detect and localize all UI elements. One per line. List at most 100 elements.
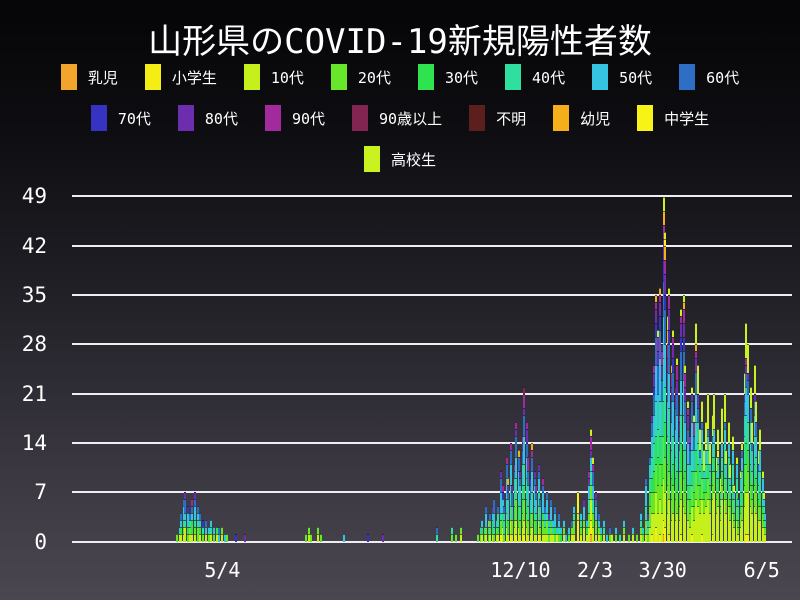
bar-segment [661, 464, 664, 486]
bar-segment [592, 485, 595, 500]
bar-segment [703, 478, 706, 493]
bar-segment [650, 414, 653, 422]
bar-segment [646, 527, 649, 535]
bar-segment [683, 323, 686, 338]
stacked-bar [226, 534, 229, 542]
bar-segment [592, 527, 595, 542]
bar-segment [513, 471, 516, 479]
bar-segment [600, 527, 603, 535]
bar-segment [525, 428, 528, 443]
bar-segment [753, 365, 756, 394]
bar-segment [688, 449, 691, 465]
bar-segment [711, 457, 714, 472]
bar-segment [735, 506, 738, 521]
bar-segment [723, 428, 726, 443]
bar-segment [688, 499, 691, 514]
bar-segment [489, 527, 492, 535]
bar-segment [670, 365, 673, 373]
bar-segment [746, 421, 749, 450]
bar-segment [684, 365, 687, 373]
bar-segment [582, 506, 585, 521]
bar-segment [761, 513, 764, 528]
bar-segment [188, 534, 191, 542]
bar-segment [700, 534, 703, 542]
bar-segment [519, 478, 522, 486]
bar-segment [496, 520, 499, 528]
bar-segment [525, 527, 528, 542]
bar-segment [534, 506, 537, 521]
stacked-bar [691, 386, 694, 542]
bar-segment [523, 386, 526, 394]
bar-segment [668, 344, 671, 373]
stacked-bar [658, 288, 661, 542]
bar-segment [479, 534, 482, 542]
legend-label: 中学生 [664, 109, 710, 128]
bar-segment [542, 492, 545, 514]
bar-segment [744, 435, 747, 465]
stacked-bar [704, 421, 707, 542]
bar-segment [487, 527, 490, 535]
bar-segment [664, 527, 667, 542]
bar-segment [764, 534, 767, 542]
bar-segment [721, 457, 724, 472]
bar-segment [754, 513, 757, 542]
bar-segment [672, 464, 675, 486]
stacked-bar [582, 499, 585, 542]
bar-segment [699, 499, 702, 514]
bar-segment [529, 499, 532, 514]
stacked-bar [725, 449, 728, 542]
bar-segment [204, 520, 207, 528]
bar-segment [711, 471, 714, 486]
bar-segment [645, 520, 648, 535]
bar-segment [500, 492, 503, 514]
bar-segment [746, 471, 749, 493]
stacked-bar [605, 534, 608, 542]
stacked-bar [623, 520, 626, 542]
legend-label: 乳児 [87, 68, 118, 87]
bar-segment [735, 492, 738, 507]
bar-segment [699, 471, 702, 486]
stacked-bar [505, 457, 508, 542]
stacked-bar [382, 534, 385, 542]
bar-segment [500, 520, 503, 535]
bar-segment [695, 449, 698, 472]
bar-segment [683, 337, 686, 352]
bar-segment [500, 534, 503, 542]
bar-segment [661, 351, 664, 366]
bar-segment [672, 372, 675, 401]
bar-segment [676, 492, 679, 514]
stacked-bar [653, 365, 656, 542]
bar-segment [695, 372, 698, 394]
bar-segment [679, 449, 682, 472]
bar-segment [523, 435, 526, 465]
bar-segment [179, 527, 182, 535]
bar-segment [704, 421, 707, 443]
bar-segment [319, 534, 322, 542]
bar-segment [542, 534, 545, 542]
legend-swatch-icon [352, 105, 369, 131]
bar-segment [196, 520, 199, 528]
stacked-bar [496, 520, 499, 542]
stacked-bar [506, 478, 509, 542]
bar-segment [305, 534, 308, 542]
bar-segment [653, 386, 656, 394]
bar-segment [666, 344, 669, 359]
bar-segment [649, 464, 652, 479]
bar-segment [672, 358, 675, 373]
bar-segment [688, 527, 691, 542]
y-axis-tick-label: 14 [21, 430, 47, 455]
bar-segment [542, 520, 545, 535]
stacked-bar [184, 492, 187, 542]
bar-segment [657, 513, 660, 542]
bar-segment [695, 471, 698, 500]
bar-segment [664, 492, 667, 528]
bar-segment [704, 492, 707, 507]
bar-segment [715, 471, 718, 479]
bar-segment [580, 534, 583, 542]
bar-segment [646, 534, 649, 542]
stacked-bar [737, 499, 740, 542]
bar-segment [657, 456, 660, 486]
bar-segment [712, 442, 715, 457]
legend-label: 70代 [117, 109, 151, 128]
bar-segment [202, 520, 205, 528]
